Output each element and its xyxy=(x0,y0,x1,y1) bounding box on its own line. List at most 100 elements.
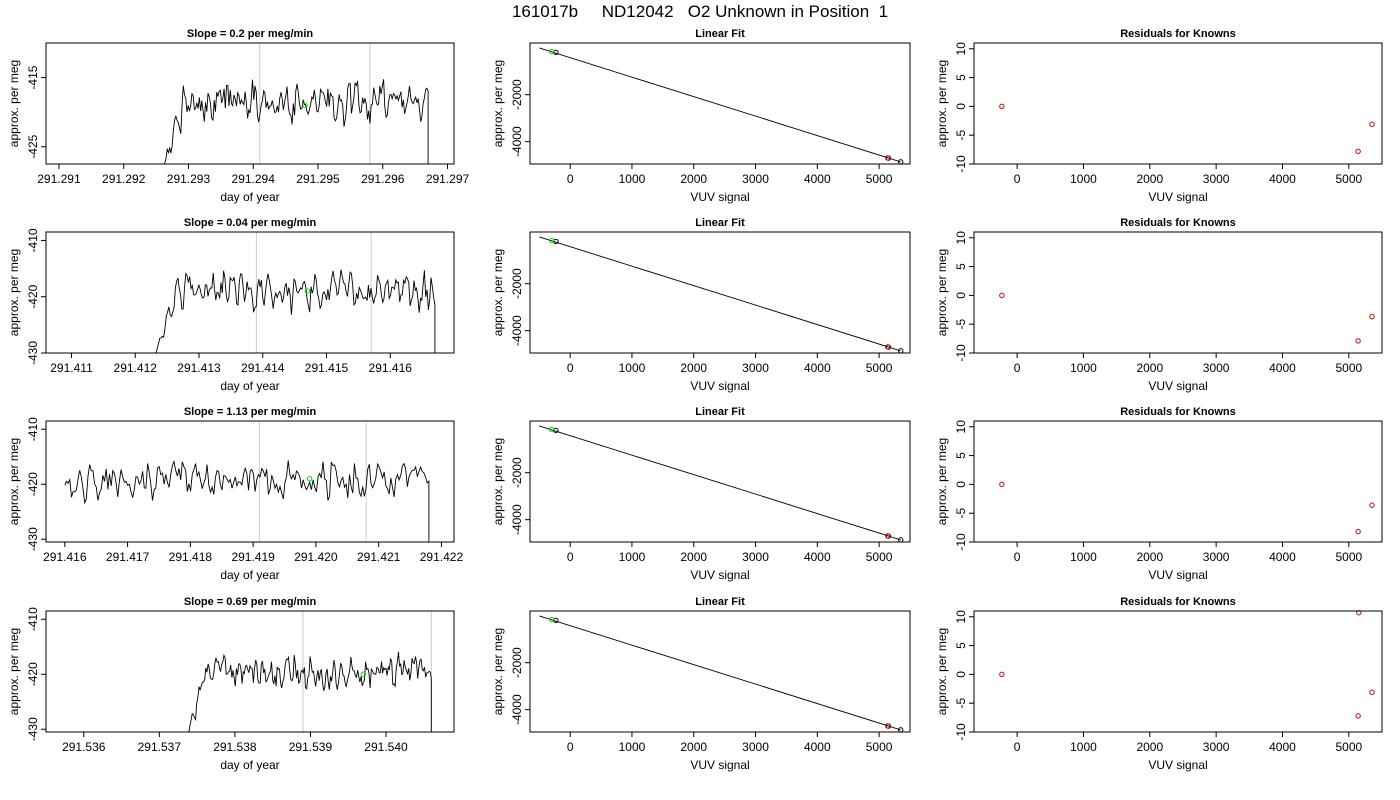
x-tick-label: 291.538 xyxy=(213,740,257,754)
x-tick-label: 4000 xyxy=(804,361,831,375)
residual-point xyxy=(1369,314,1375,320)
panel-linear_fit-1: Linear Fit 0 1000 2000 3000 4000 5000 -2000 -400… xyxy=(491,217,911,393)
y-tick-label: 10 xyxy=(954,42,968,56)
y-axis-label: approx. per meg xyxy=(491,628,505,715)
y-tick-label: -420 xyxy=(26,662,40,686)
fit-line xyxy=(539,615,901,731)
plot-frame xyxy=(45,231,455,354)
panel-timeseries-0: Slope = 0.2 per meg/min 291.291 291.292 291… xyxy=(7,28,470,204)
panel-title: Slope = 0.2 per meg/min xyxy=(187,28,314,40)
y-tick-label: -415 xyxy=(26,65,40,89)
x-tick-label: 0 xyxy=(567,550,574,564)
panel-title: Residuals for Knowns xyxy=(1120,28,1236,40)
y-tick-label: -5 xyxy=(954,508,968,519)
x-tick-label: 2000 xyxy=(1136,740,1163,754)
x-tick-label: 5000 xyxy=(866,740,893,754)
data-point xyxy=(885,344,891,350)
residual-point xyxy=(1369,689,1375,695)
data-point xyxy=(548,426,555,433)
panel-title: Linear Fit xyxy=(695,28,745,40)
fit-line xyxy=(539,425,901,541)
x-tick-label: 3000 xyxy=(1203,740,1230,754)
x-tick-label: 291.537 xyxy=(138,740,182,754)
x-tick-label: 1000 xyxy=(619,172,646,186)
x-tick-label: 291.416 xyxy=(43,550,87,564)
data-point xyxy=(885,723,891,729)
x-tick-label: 291.418 xyxy=(169,550,213,564)
x-axis-label: day of year xyxy=(220,568,279,582)
x-tick-label: 5000 xyxy=(1335,550,1362,564)
y-tick-label: -4000 xyxy=(510,315,524,346)
y-tick-label: 5 xyxy=(954,74,968,81)
y-tick-label: -2000 xyxy=(510,268,524,299)
green-data-point xyxy=(360,671,367,677)
residual-point xyxy=(999,103,1005,110)
panel-timeseries-2: Slope = 1.13 per meg/min 291.416 291.417 29… xyxy=(7,406,463,582)
page-title: 161017b ND12042 O2 Unknown in Position 1 xyxy=(511,2,889,21)
y-axis-label: approx. per meg xyxy=(935,60,949,147)
y-tick-label: -430 xyxy=(26,717,40,741)
data-point xyxy=(548,237,555,244)
y-tick-label: 10 xyxy=(954,610,968,624)
y-tick-label: -410 xyxy=(26,228,40,252)
y-tick-label: -410 xyxy=(26,607,40,631)
x-tick-label: 0 xyxy=(1014,550,1021,564)
x-tick-label: 291.422 xyxy=(420,550,464,564)
y-axis-label: approx. per meg xyxy=(7,628,21,715)
x-tick-label: 1000 xyxy=(1070,550,1097,564)
x-tick-label: 1000 xyxy=(1070,172,1097,186)
x-axis-label: day of year xyxy=(220,379,279,393)
x-tick-label: 5000 xyxy=(1335,740,1362,754)
x-tick-label: 291.413 xyxy=(177,361,221,375)
x-tick-label: 2000 xyxy=(680,740,707,754)
panel-residuals-0: Residuals for Knowns 0 1000 2000 3000 4000 500… xyxy=(935,28,1383,204)
x-tick-label: 291.296 xyxy=(361,172,405,186)
y-tick-label: 10 xyxy=(954,420,968,434)
x-tick-label: 291.416 xyxy=(369,361,413,375)
y-tick-label: 5 xyxy=(954,452,968,459)
x-tick-label: 0 xyxy=(567,361,574,375)
panel-timeseries-3: Slope = 0.69 per meg/min 291.536 291.537 29… xyxy=(7,596,455,772)
panel-title: Linear Fit xyxy=(695,406,745,418)
panel-title: Linear Fit xyxy=(695,596,745,608)
y-tick-label: -4000 xyxy=(510,126,524,157)
x-tick-label: 2000 xyxy=(680,361,707,375)
residual-point xyxy=(1355,338,1361,344)
x-tick-label: 3000 xyxy=(1203,550,1230,564)
y-axis-label: approx. per meg xyxy=(7,60,21,147)
y-tick-label: -10 xyxy=(954,533,968,551)
x-tick-label: 291.411 xyxy=(50,361,93,375)
x-tick-label: 2000 xyxy=(1136,550,1163,564)
panel-linear_fit-0: Linear Fit 0 1000 2000 3000 4000 5000 -2000 -400… xyxy=(491,28,911,204)
residual-point xyxy=(1355,528,1361,535)
y-tick-label: -2000 xyxy=(510,457,524,488)
x-tick-label: 291.297 xyxy=(426,172,470,186)
x-tick-label: 291.536 xyxy=(62,740,106,754)
x-tick-label: 0 xyxy=(1014,172,1021,186)
plot-frame xyxy=(529,610,911,733)
x-axis-label: VUV signal xyxy=(1148,568,1207,582)
x-tick-label: 291.291 xyxy=(37,172,81,186)
plot-frame xyxy=(529,231,911,354)
plot-frame xyxy=(973,610,1383,733)
y-tick-label: 5 xyxy=(954,263,968,270)
y-axis-label: approx. per meg xyxy=(7,438,21,525)
plot-frame xyxy=(45,42,455,165)
x-axis-label: VUV signal xyxy=(690,758,749,772)
y-axis-label: approx. per meg xyxy=(935,628,949,715)
x-tick-label: 0 xyxy=(1014,361,1021,375)
y-tick-label: -5 xyxy=(954,319,968,330)
x-tick-label: 5000 xyxy=(866,172,893,186)
data-line xyxy=(155,269,436,353)
x-axis-label: day of year xyxy=(220,190,279,204)
y-tick-label: -10 xyxy=(954,155,968,173)
x-axis-label: day of year xyxy=(220,758,279,772)
y-tick-label: -425 xyxy=(26,134,40,158)
x-tick-label: 3000 xyxy=(1203,172,1230,186)
y-tick-label: 5 xyxy=(954,642,968,649)
panel-timeseries-1: Slope = 0.04 per meg/min 291.411 291.412 29… xyxy=(7,217,455,393)
y-tick-label: 0 xyxy=(954,481,968,488)
x-tick-label: 4000 xyxy=(1269,550,1296,564)
y-axis-label: approx. per meg xyxy=(491,60,505,147)
